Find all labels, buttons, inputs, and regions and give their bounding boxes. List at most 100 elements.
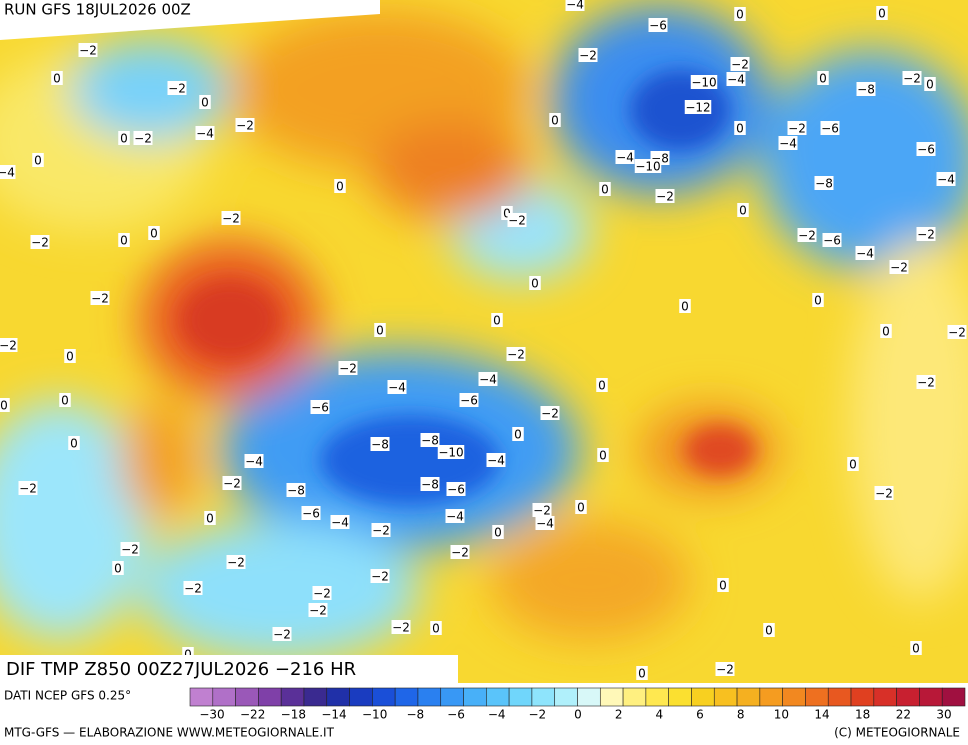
- contour-label-box: [338, 361, 358, 375]
- contour-label-box: [226, 555, 246, 569]
- contour-label-box: [182, 647, 194, 661]
- contour-label: −2: [91, 292, 109, 306]
- contour-label-box: [204, 511, 216, 525]
- contour-label-box: [68, 436, 80, 450]
- contour-label-box: [820, 121, 840, 135]
- contour-label: −2: [392, 621, 410, 635]
- contour-label: 0: [739, 204, 747, 218]
- contour-label-box: [310, 400, 330, 414]
- legend-label: −30: [199, 708, 224, 722]
- contour-label: −2: [798, 229, 816, 243]
- contour-label-box: [874, 486, 894, 500]
- contour-label-box: [880, 324, 892, 338]
- contour-label: −8: [421, 434, 439, 448]
- contour-label-box: [0, 398, 10, 412]
- contour-label-box: [90, 291, 110, 305]
- legend-label: 4: [656, 708, 664, 722]
- contour-label-box: [148, 226, 160, 240]
- contour-label: 0: [201, 96, 209, 110]
- contour-label-box: [924, 77, 936, 91]
- contour-label: 0: [376, 324, 384, 338]
- color-swatch: [463, 687, 487, 707]
- color-swatch: [805, 687, 829, 707]
- contour-label-box: [532, 503, 552, 517]
- contour-label-box: [549, 113, 561, 127]
- credit: MTG-GFS — ELABORAZIONE WWW.METEOGIORNALE…: [4, 726, 335, 740]
- color-swatch: [417, 687, 442, 707]
- color-swatch: [440, 687, 464, 707]
- contour-label-box: [535, 516, 555, 530]
- contour-label: 0: [878, 7, 886, 21]
- color-swatch: [645, 687, 669, 707]
- contour-label: −4: [479, 373, 497, 387]
- color-swatch: [873, 687, 897, 707]
- contour-label: −6: [823, 234, 841, 248]
- copyright: (C) METEOGIORNALE: [834, 726, 960, 740]
- contour-label: −2: [788, 122, 806, 136]
- contour-label: −2: [903, 72, 921, 86]
- legend-label: −6: [447, 708, 465, 722]
- contour-label-box: [936, 172, 956, 186]
- legend-label: −4: [488, 708, 506, 722]
- contour-label-box: [763, 623, 775, 637]
- contour-label: 0: [114, 562, 122, 576]
- color-swatch: [486, 687, 510, 707]
- contour-label-box: [599, 182, 611, 196]
- contour-label-box: [648, 18, 668, 32]
- color-swatch: [599, 687, 624, 707]
- contour-label: −2: [507, 348, 525, 362]
- contour-label: 0: [493, 314, 501, 328]
- contour-label-box: [235, 118, 255, 132]
- contour-label: −2: [79, 44, 97, 58]
- contour-label-box: [575, 500, 587, 514]
- contour-label-box: [118, 131, 130, 145]
- contour-label-box: [64, 349, 76, 363]
- legend-label: −18: [281, 708, 306, 722]
- product-box: [0, 655, 458, 683]
- contour-label-box: [486, 453, 506, 467]
- contour-label-box: [506, 347, 526, 361]
- contour-label-box: [199, 95, 211, 109]
- contour-label-box: [690, 75, 718, 89]
- color-swatch: [941, 687, 966, 707]
- contour-label: 0: [150, 227, 158, 241]
- contour-label: 0: [120, 234, 128, 248]
- product-title: DIF TMP Z850 00Z27JUL2026 −216 HR: [6, 659, 356, 680]
- color-swatch: [394, 687, 419, 707]
- contour-label-box: [512, 427, 524, 441]
- legend-label: −14: [321, 708, 346, 722]
- contour-label-box: [597, 448, 609, 462]
- contour-label: −4: [331, 516, 349, 530]
- legend-label: 14: [814, 708, 829, 722]
- contour-label-box: [910, 641, 922, 655]
- contour-label: −4: [196, 127, 214, 141]
- contour-label-box: [730, 57, 750, 71]
- contour-label-box: [797, 228, 817, 242]
- color-swatch: [577, 687, 601, 707]
- contour-label: 0: [66, 350, 74, 364]
- contour-label: 0: [736, 8, 744, 22]
- contour-label-box: [634, 159, 662, 173]
- contour-label: −2: [372, 524, 390, 538]
- contour-label-box: [301, 506, 321, 520]
- contour-label: −2: [31, 236, 49, 250]
- contour-label-box: [420, 433, 440, 447]
- contour-label: −4: [536, 517, 554, 531]
- contour-label: −4: [388, 381, 406, 395]
- contour-label: −10: [635, 160, 660, 174]
- contour-label: −2: [273, 628, 291, 642]
- contour-label: 0: [577, 501, 585, 515]
- legend-label: 0: [574, 708, 582, 722]
- contour-label: −6: [302, 507, 320, 521]
- contour-label-box: [822, 233, 842, 247]
- color-swatch: [258, 687, 282, 707]
- contour-label: 0: [926, 78, 934, 92]
- contour-label: −2: [223, 477, 241, 491]
- contour-label: 0: [70, 437, 78, 451]
- contour-label: −2: [339, 362, 357, 376]
- contour-label-box: [814, 176, 834, 190]
- contour-label: 0: [184, 648, 192, 662]
- contour-label: −2: [451, 546, 469, 560]
- contour-label-box: [491, 313, 503, 327]
- contour-label-box: [391, 620, 411, 634]
